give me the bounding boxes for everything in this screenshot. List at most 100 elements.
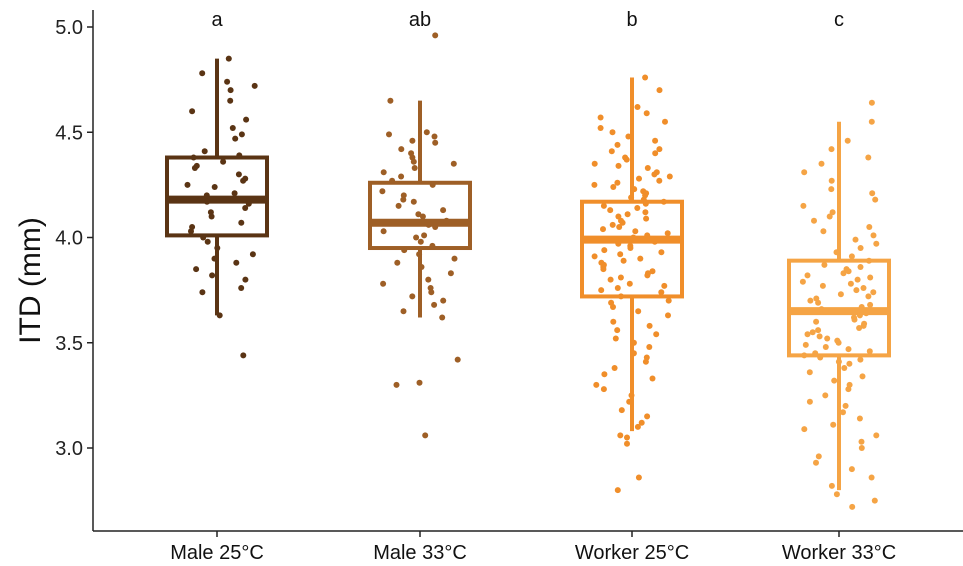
data-point — [658, 249, 665, 256]
data-point — [643, 110, 650, 117]
data-point — [811, 217, 817, 224]
data-point — [214, 245, 221, 251]
data-point — [609, 221, 616, 228]
data-point — [439, 314, 446, 321]
data-point — [868, 118, 875, 125]
y-tick-label: 3.0 — [55, 438, 83, 460]
data-point — [601, 371, 608, 378]
data-point — [614, 487, 621, 494]
box-group-0 — [165, 55, 269, 359]
data-point — [642, 74, 649, 81]
data-point — [617, 432, 624, 439]
data-point — [638, 419, 645, 426]
data-point — [643, 215, 650, 222]
data-point — [593, 381, 600, 388]
data-point — [199, 70, 206, 77]
data-point — [443, 217, 450, 224]
data-point — [610, 318, 617, 325]
data-point — [591, 160, 598, 167]
data-point — [236, 152, 243, 159]
data-point — [826, 213, 833, 220]
data-point — [802, 341, 809, 348]
data-point — [873, 432, 880, 439]
data-point — [858, 445, 865, 451]
data-point — [870, 289, 877, 296]
data-point — [664, 230, 671, 237]
data-point — [394, 259, 401, 266]
data-point — [614, 141, 621, 148]
data-point — [620, 257, 627, 264]
data-point — [856, 415, 863, 422]
data-point — [617, 274, 624, 281]
data-point — [612, 335, 619, 342]
data-point — [413, 234, 420, 241]
data-point — [806, 369, 813, 376]
data-point — [872, 196, 879, 203]
data-point — [450, 160, 457, 167]
data-point — [848, 466, 855, 473]
data-point — [857, 264, 864, 270]
data-point — [846, 360, 853, 367]
data-point — [858, 304, 865, 310]
data-point — [625, 133, 632, 140]
data-point — [416, 379, 423, 386]
data-point — [860, 322, 867, 329]
data-point — [623, 156, 630, 163]
significance-letter: b — [626, 9, 637, 31]
y-tick-label: 4.5 — [55, 122, 83, 144]
data-point — [813, 318, 820, 325]
data-point — [614, 285, 621, 291]
data-point — [609, 129, 616, 136]
data-point — [852, 236, 859, 243]
data-point — [857, 245, 864, 251]
data-point — [610, 304, 616, 310]
data-point — [204, 198, 210, 205]
data-point — [432, 224, 439, 230]
data-point — [809, 329, 816, 336]
data-point — [431, 133, 438, 140]
data-point — [431, 301, 438, 308]
data-point — [660, 198, 667, 205]
data-point — [600, 266, 607, 273]
data-point — [799, 278, 806, 285]
data-point — [829, 209, 836, 216]
data-point — [856, 312, 863, 319]
data-point — [812, 350, 819, 357]
data-point — [591, 253, 598, 260]
data-point — [813, 459, 819, 466]
data-point — [607, 207, 614, 214]
data-point — [227, 87, 234, 94]
data-point — [851, 316, 858, 323]
data-point — [204, 238, 211, 245]
data-point — [824, 335, 831, 342]
data-point — [614, 327, 621, 334]
data-point — [220, 158, 227, 165]
data-point — [868, 474, 875, 481]
data-point — [865, 154, 872, 161]
data-point — [642, 209, 649, 216]
data-point — [203, 192, 210, 199]
data-point — [859, 373, 866, 380]
data-point — [644, 232, 651, 239]
data-point — [816, 333, 823, 340]
data-point — [597, 114, 604, 121]
data-point — [600, 386, 607, 393]
data-point — [653, 331, 660, 338]
data-point — [618, 293, 624, 300]
data-point — [853, 287, 860, 294]
data-point — [871, 497, 878, 504]
data-point — [240, 177, 247, 184]
data-point — [815, 453, 822, 460]
data-point — [626, 280, 633, 287]
data-point — [854, 276, 861, 283]
data-point — [429, 242, 436, 249]
data-point — [227, 97, 234, 104]
data-point — [197, 196, 204, 203]
data-point — [644, 413, 651, 420]
data-point — [242, 276, 249, 283]
data-point — [628, 194, 635, 201]
data-point — [419, 213, 426, 220]
data-point — [642, 200, 649, 207]
box-group-2 — [580, 74, 684, 494]
